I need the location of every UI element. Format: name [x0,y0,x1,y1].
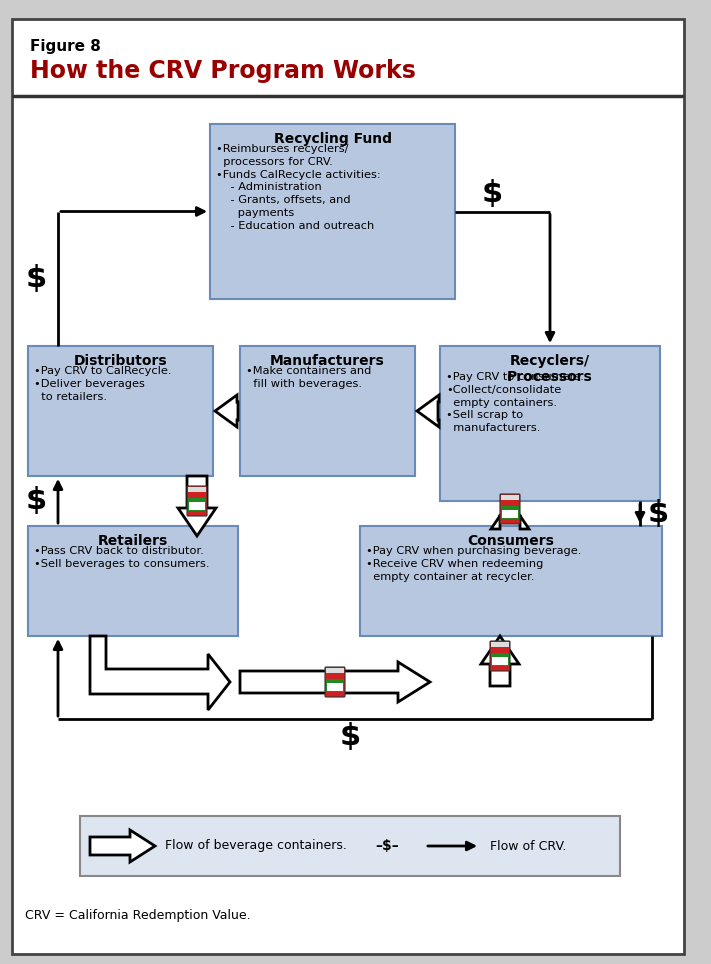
Text: Recycling Fund: Recycling Fund [274,132,392,146]
Polygon shape [90,830,155,862]
FancyBboxPatch shape [189,501,205,510]
FancyBboxPatch shape [501,506,519,519]
Polygon shape [481,636,519,686]
FancyBboxPatch shape [325,667,345,697]
FancyBboxPatch shape [28,526,238,636]
FancyBboxPatch shape [188,498,206,511]
Text: How the CRV Program Works: How the CRV Program Works [30,59,416,83]
Text: Consumers: Consumers [468,534,555,548]
Text: Recyclers/
Processors: Recyclers/ Processors [507,354,593,385]
FancyBboxPatch shape [440,346,660,501]
Polygon shape [215,395,238,427]
Text: $: $ [339,722,360,752]
Polygon shape [90,636,230,710]
Text: Manufacturers: Manufacturers [270,354,385,368]
FancyBboxPatch shape [491,654,509,666]
Text: $: $ [648,499,668,528]
Polygon shape [417,395,439,427]
FancyBboxPatch shape [12,19,684,954]
FancyBboxPatch shape [326,668,344,673]
FancyBboxPatch shape [491,642,509,647]
Text: Retailers: Retailers [98,534,168,548]
Polygon shape [240,662,430,702]
FancyBboxPatch shape [80,816,620,876]
Text: •Pay CRV when purchasing beverage.
•Receive CRV when redeeming
  empty container: •Pay CRV when purchasing beverage. •Rece… [366,546,582,581]
Polygon shape [178,476,216,536]
Text: •Pass CRV back to distributor.
•Sell beverages to consumers.: •Pass CRV back to distributor. •Sell bev… [34,546,210,569]
FancyBboxPatch shape [28,346,213,476]
Text: Flow of CRV.: Flow of CRV. [490,840,567,852]
FancyBboxPatch shape [502,510,518,518]
FancyBboxPatch shape [500,494,520,524]
Text: •Pay CRV to CalRecycle.
•Deliver beverages
  to retailers.: •Pay CRV to CalRecycle. •Deliver beverag… [34,366,171,402]
Text: •Reimburses recyclers/
  processors for CRV.
•Funds CalRecycle activities:
    -: •Reimburses recyclers/ processors for CR… [216,144,381,230]
Text: Distributors: Distributors [74,354,167,368]
Polygon shape [491,501,529,529]
FancyBboxPatch shape [188,487,206,492]
Text: $: $ [26,487,47,516]
Text: •Pay CRV to consumers.
•Collect/consolidate
  empty containers.
•Sell scrap to
 : •Pay CRV to consumers. •Collect/consolid… [446,372,584,433]
Text: –$–: –$– [375,839,399,853]
FancyBboxPatch shape [210,124,455,299]
FancyBboxPatch shape [187,486,207,516]
FancyBboxPatch shape [492,656,508,665]
Text: •Make containers and
  fill with beverages.: •Make containers and fill with beverages… [246,366,371,388]
FancyBboxPatch shape [326,680,344,692]
Text: Flow of beverage containers.: Flow of beverage containers. [165,840,347,852]
FancyBboxPatch shape [490,641,510,671]
Text: Figure 8: Figure 8 [30,39,101,54]
FancyBboxPatch shape [501,495,519,500]
Text: $: $ [26,264,47,293]
FancyBboxPatch shape [360,526,662,636]
FancyBboxPatch shape [240,346,415,476]
Text: CRV = California Redemption Value.: CRV = California Redemption Value. [25,909,250,922]
FancyBboxPatch shape [327,683,343,691]
Text: $: $ [482,179,503,208]
